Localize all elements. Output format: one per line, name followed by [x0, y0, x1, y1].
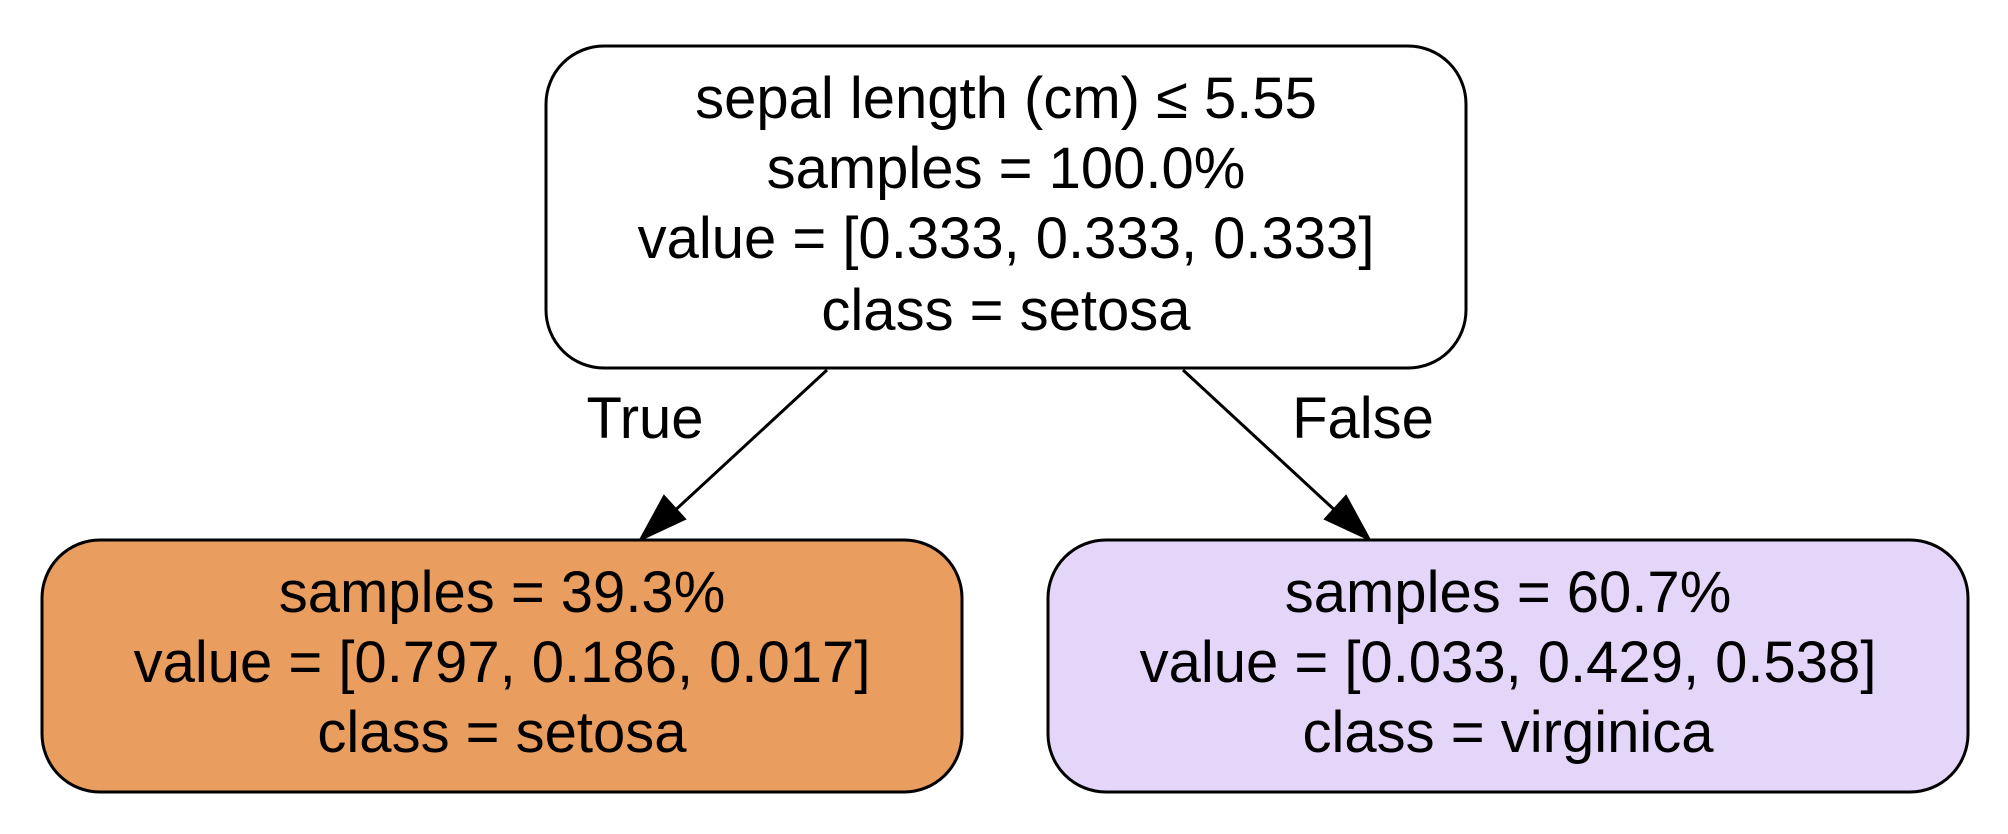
- right-child-node: samples = 60.7% value = [0.033, 0.429, 0…: [1046, 538, 1970, 794]
- edge-false-label: False: [1292, 386, 1434, 451]
- root-node: sepal length (cm) ≤ 5.55 samples = 100.0…: [544, 44, 1468, 370]
- root-value: value = [0.333, 0.333, 0.333]: [638, 206, 1375, 271]
- left-child-class: class = setosa: [317, 700, 687, 765]
- root-class: class = setosa: [821, 278, 1191, 343]
- edge-false-arrowhead: [1323, 494, 1373, 543]
- root-samples: samples = 100.0%: [767, 136, 1246, 201]
- left-child-value: value = [0.797, 0.186, 0.017]: [134, 630, 871, 695]
- edge-false-line: [1181, 368, 1342, 517]
- edge-true-arrowhead: [637, 494, 687, 543]
- right-child-value: value = [0.033, 0.429, 0.538]: [1140, 630, 1877, 695]
- edge-true: True: [586, 368, 829, 543]
- root-node-box: [544, 44, 1468, 370]
- edge-true-label: True: [586, 386, 703, 451]
- left-child-node: samples = 39.3% value = [0.797, 0.186, 0…: [40, 538, 964, 794]
- left-child-samples: samples = 39.3%: [279, 560, 726, 625]
- edge-true-line: [668, 368, 829, 517]
- right-child-class: class = virginica: [1303, 700, 1715, 765]
- right-child-node-box: [1046, 538, 1970, 794]
- root-split-condition: sepal length (cm) ≤ 5.55: [695, 66, 1317, 131]
- right-child-samples: samples = 60.7%: [1285, 560, 1732, 625]
- left-child-node-box: [40, 538, 964, 794]
- edge-false: False: [1181, 368, 1434, 543]
